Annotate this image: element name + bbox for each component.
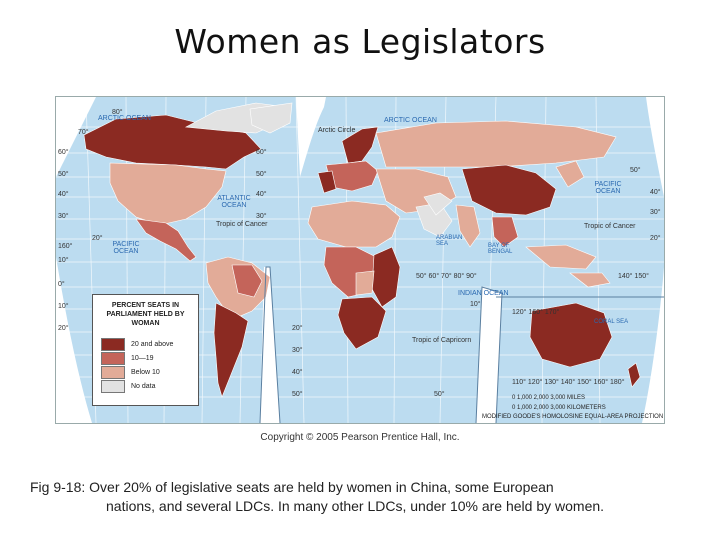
coral-sea-label: CORAL SEA xyxy=(594,319,629,325)
legend-heading: PERCENT SEATS IN PARLIAMENT HELD BY WOMA… xyxy=(106,302,185,327)
lon-labels: 140° 150° xyxy=(618,273,649,280)
lat-label: 40° xyxy=(292,369,303,376)
lat-label: 20° xyxy=(650,235,661,242)
tropic-of-capricorn-label: Tropic of Capricorn xyxy=(412,337,472,344)
legend-label: 20 and above xyxy=(131,341,174,348)
lat-label: 40° xyxy=(58,191,69,198)
legend-swatch xyxy=(101,338,125,351)
figure-caption: Fig 9-18: Over 20% of legislative seats … xyxy=(30,478,700,516)
legend-swatch xyxy=(101,352,125,365)
caption-line-2: nations, and several LDCs. In many other… xyxy=(106,498,605,514)
oceania xyxy=(529,272,641,388)
lat-label: 30° xyxy=(650,209,661,216)
lobe-outlines xyxy=(259,266,664,423)
lat-label: 0° xyxy=(58,281,65,288)
lat-label: 50° xyxy=(292,391,303,398)
lat-label: 20° xyxy=(58,325,69,332)
lat-label: 40° xyxy=(256,191,267,198)
atlantic-ocean-label: ATLANTIC OCEAN xyxy=(217,195,251,209)
scale-km: 0 1,000 2,000 3,000 KILOMETERS xyxy=(512,405,606,411)
legend-item: Below 10 xyxy=(101,366,160,379)
lat-label: 50° xyxy=(58,171,69,178)
lat-label: 50° xyxy=(256,171,267,178)
lat-label: 20° xyxy=(92,235,103,242)
arctic-circle-label: Arctic Circle xyxy=(318,127,356,134)
arctic-ocean-label-right: ARCTIC OCEAN xyxy=(384,117,437,124)
lon-labels: 120° 160° 170° xyxy=(512,309,560,316)
lat-label: 70° xyxy=(78,129,89,136)
bay-of-bengal-label: BAY OF BENGAL xyxy=(488,243,513,255)
pacific-ocean-label: PACIFIC OCEAN xyxy=(112,241,140,255)
asia xyxy=(375,120,617,270)
lat-label: 50° xyxy=(434,391,445,398)
europe xyxy=(317,126,379,194)
lat-label: 30° xyxy=(292,347,303,354)
map-legend: PERCENT SEATS IN PARLIAMENT HELD BY WOMA… xyxy=(92,294,199,406)
lat-label: 30° xyxy=(58,213,69,220)
lat-label: 10° xyxy=(470,301,481,308)
south-america xyxy=(205,256,271,398)
indian-ocean-label: INDIAN OCEAN xyxy=(458,290,509,297)
legend-item: 20 and above xyxy=(101,338,174,351)
lon-label: 160° xyxy=(58,243,73,250)
copyright: Copyright © 2005 Pearson Prentice Hall, … xyxy=(260,432,460,443)
arctic-ocean-label: ARCTIC OCEAN xyxy=(98,115,151,122)
tropic-of-cancer-label-right: Tropic of Cancer xyxy=(584,223,636,230)
page-title: Women as Legislators xyxy=(174,22,546,61)
lat-label: 10° xyxy=(58,303,69,310)
lon-labels: 50° 60° 70° 80° 90° xyxy=(416,273,477,280)
legend-swatch xyxy=(101,366,125,379)
lat-label: 30° xyxy=(256,213,267,220)
lat-label: 20° xyxy=(292,325,303,332)
legend-label: No data xyxy=(131,383,156,390)
projection-note: MODIFIED GOODE'S HOMOLOSINE EQUAL-AREA P… xyxy=(482,414,664,420)
lat-label: 60° xyxy=(58,149,69,156)
legend-label: 10—19 xyxy=(131,355,154,362)
tropic-of-cancer-label: Tropic of Cancer xyxy=(216,221,268,228)
lat-label: 80° xyxy=(112,109,123,116)
legend-item: 10—19 xyxy=(101,352,154,365)
caption-line-1: Fig 9-18: Over 20% of legislative seats … xyxy=(30,479,554,495)
greenland xyxy=(249,102,293,134)
scale-miles: 0 1,000 2,000 3,000 MILES xyxy=(512,395,586,401)
legend-item: No data xyxy=(101,380,156,393)
arabian-sea-label: ARABIAN SEA xyxy=(436,235,463,247)
lat-label: 40° xyxy=(650,189,661,196)
legend-swatch xyxy=(101,380,125,393)
lat-label: 10° xyxy=(58,257,69,264)
pacific-ocean-label-right: PACIFIC OCEAN xyxy=(594,181,622,195)
lat-label: 60° xyxy=(256,149,267,156)
lon-labels: 110° 120° 130° 140° 150° 160° 180° xyxy=(512,379,625,386)
lat-label: 50° xyxy=(630,167,641,174)
africa xyxy=(307,200,401,350)
legend-label: Below 10 xyxy=(131,369,160,376)
